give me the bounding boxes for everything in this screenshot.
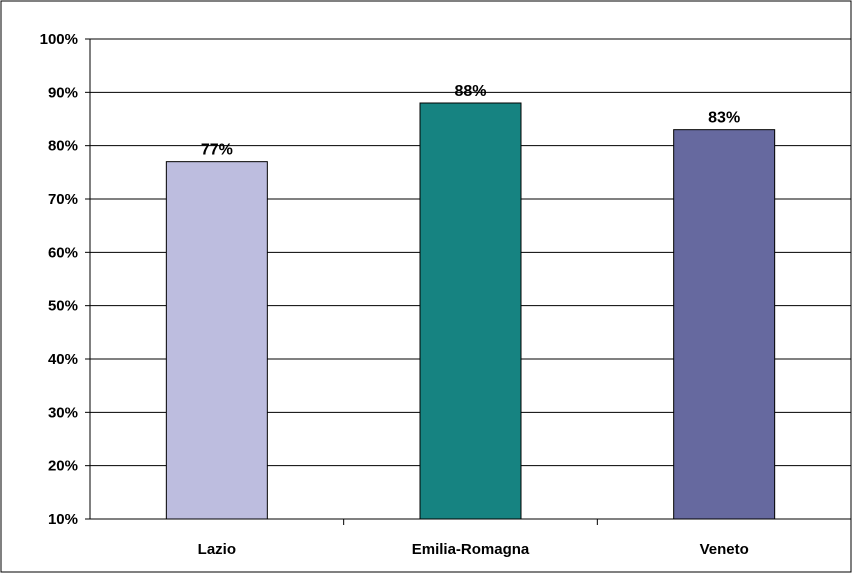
data-labels: 77% 88% 83% (201, 83, 740, 159)
y-tick-labels: 10% 20% 30% 40% 50% 60% 70% 80% 90% 100% (40, 31, 78, 528)
data-label: 88% (454, 83, 486, 100)
x-tick-label: Emilia-Romagna (412, 541, 530, 558)
bar-veneto (673, 129, 776, 520)
bars (165, 102, 776, 520)
x-tick-label: Veneto (700, 541, 749, 558)
x-tick-label: Lazio (198, 541, 236, 558)
y-tick-label: 100% (40, 31, 78, 48)
y-tick-label: 70% (48, 191, 78, 208)
y-tick-label: 40% (48, 351, 78, 368)
data-label: 77% (201, 142, 233, 159)
y-tick-label: 60% (48, 244, 78, 261)
y-tick-label: 10% (48, 511, 78, 528)
y-tick-label: 50% (48, 298, 78, 315)
y-tick-label: 30% (48, 404, 78, 421)
bar-lazio (165, 161, 268, 520)
y-tick-label: 80% (48, 138, 78, 155)
bar-emilia-romagna (419, 102, 522, 520)
axes (85, 38, 851, 525)
y-tick-label: 90% (48, 84, 78, 101)
y-tick-label: 20% (48, 458, 78, 475)
x-tick-labels: Lazio Emilia-Romagna Veneto (198, 541, 749, 558)
data-label: 83% (708, 110, 740, 127)
